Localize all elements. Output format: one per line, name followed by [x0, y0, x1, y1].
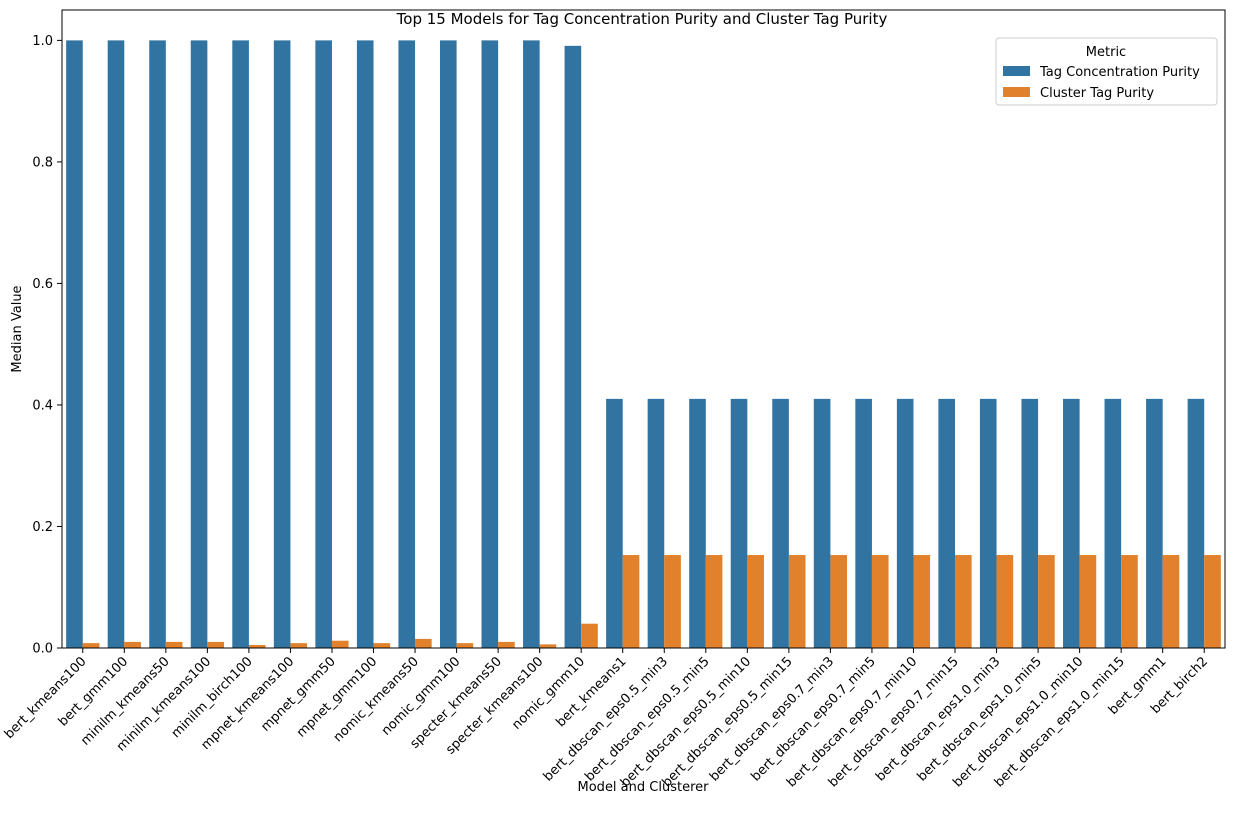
x-axis: bert_kmeans100bert_gmm100minilm_kmeans50…: [2, 648, 1211, 790]
bar-tag-concentration-purity-22: [979, 398, 997, 648]
chart-title: Top 15 Models for Tag Concentration Puri…: [396, 10, 888, 28]
y-axis-label: Median Value: [10, 285, 25, 372]
y-tick-label: 0.8: [32, 155, 53, 170]
bar-tag-concentration-purity-25: [1104, 398, 1122, 648]
bar-cluster-tag-purity-18: [830, 555, 848, 648]
bar-cluster-tag-purity-0: [82, 643, 100, 648]
bar-tag-concentration-purity-24: [1063, 398, 1080, 648]
bar-cluster-tag-purity-3: [207, 641, 224, 648]
bar-tag-concentration-purity-4: [232, 40, 249, 648]
bar-cluster-tag-purity-9: [456, 643, 474, 648]
bar-tag-concentration-purity-6: [315, 40, 332, 648]
bar-cluster-tag-purity-1: [124, 641, 141, 648]
bar-cluster-tag-purity-7: [373, 643, 391, 648]
bar-cluster-tag-purity-6: [331, 640, 349, 648]
bar-cluster-tag-purity-21: [955, 555, 972, 648]
y-axis: 0.0 0.2 0.4 0.6 0.8 1.0: [32, 34, 62, 657]
x-tick-label: nomic_gmm10: [509, 654, 588, 733]
bar-cluster-tag-purity-27: [1204, 555, 1221, 648]
bar-cluster-tag-purity-25: [1121, 555, 1138, 648]
legend-title: Metric: [1086, 45, 1126, 60]
bar-cluster-tag-purity-16: [747, 555, 764, 648]
bar-tag-concentration-purity-14: [647, 398, 665, 648]
bar-cluster-tag-purity-4: [248, 644, 266, 648]
bar-cluster-tag-purity-5: [290, 643, 308, 648]
legend-label-tag-concentration-purity: Tag Concentration Purity: [1039, 65, 1200, 80]
bar-tag-concentration-purity-13: [606, 398, 623, 648]
bar-cluster-tag-purity-11: [539, 644, 557, 648]
x-tick-label: mpnet_gmm50: [258, 654, 339, 735]
bar-tag-concentration-purity-21: [938, 398, 956, 648]
legend-label-cluster-tag-purity: Cluster Tag Purity: [1040, 86, 1154, 101]
bar-tag-concentration-purity-18: [813, 398, 831, 648]
x-axis-label: Model and Clusterer: [578, 780, 710, 795]
bar-cluster-tag-purity-22: [996, 555, 1014, 648]
bar-tag-concentration-purity-8: [398, 40, 416, 648]
bar-cluster-tag-purity-14: [664, 555, 681, 648]
bar-cluster-tag-purity-26: [1162, 555, 1180, 648]
bar-cluster-tag-purity-2: [165, 641, 183, 648]
bar-cluster-tag-purity-8: [415, 638, 432, 648]
bar-tag-concentration-purity-23: [1021, 398, 1039, 648]
bar-cluster-tag-purity-24: [1079, 555, 1097, 648]
bar-tag-concentration-purity-17: [772, 398, 789, 648]
y-tick-label: 1.0: [32, 34, 53, 49]
bar-tag-concentration-purity-3: [190, 40, 208, 648]
bar-tag-concentration-purity-9: [439, 40, 457, 648]
bar-tag-concentration-purity-0: [66, 40, 83, 648]
bar-tag-concentration-purity-12: [564, 45, 582, 649]
bar-tag-concentration-purity-19: [855, 398, 872, 648]
legend-frame: [995, 37, 1218, 106]
bar-tag-concentration-purity-27: [1187, 398, 1205, 648]
legend-swatch-cluster-tag-purity: [1003, 87, 1030, 97]
bar-tag-concentration-purity-5: [273, 40, 291, 648]
bar-cluster-tag-purity-17: [788, 555, 806, 648]
bar-cluster-tag-purity-15: [705, 555, 723, 648]
bar-cluster-tag-purity-10: [498, 641, 515, 648]
y-tick-label: 0.0: [32, 642, 53, 657]
y-tick-label: 0.6: [32, 277, 53, 292]
bar-tag-concentration-purity-20: [896, 398, 914, 648]
bar-tag-concentration-purity-16: [730, 398, 748, 648]
y-tick-label: 0.4: [32, 398, 53, 413]
bar-tag-concentration-purity-15: [689, 398, 706, 648]
bar-tag-concentration-purity-10: [481, 40, 499, 648]
legend-swatch-tag-concentration-purity: [1003, 66, 1030, 76]
bar-cluster-tag-purity-23: [1038, 555, 1055, 648]
plot-frame: [61, 9, 1226, 649]
bars-group: [66, 40, 1221, 649]
bar-tag-concentration-purity-2: [149, 40, 166, 648]
bar-cluster-tag-purity-20: [913, 555, 931, 648]
bar-cluster-tag-purity-12: [581, 623, 598, 648]
y-tick-label: 0.2: [32, 520, 53, 535]
bar-tag-concentration-purity-26: [1146, 398, 1163, 648]
bar-cluster-tag-purity-13: [622, 555, 640, 648]
bar-cluster-tag-purity-19: [871, 555, 889, 648]
legend: Metric Tag Concentration Purity Cluster …: [995, 37, 1218, 106]
bar-tag-concentration-purity-1: [107, 40, 125, 648]
bar-tag-concentration-purity-11: [523, 40, 540, 648]
bar-tag-concentration-purity-7: [356, 40, 374, 648]
